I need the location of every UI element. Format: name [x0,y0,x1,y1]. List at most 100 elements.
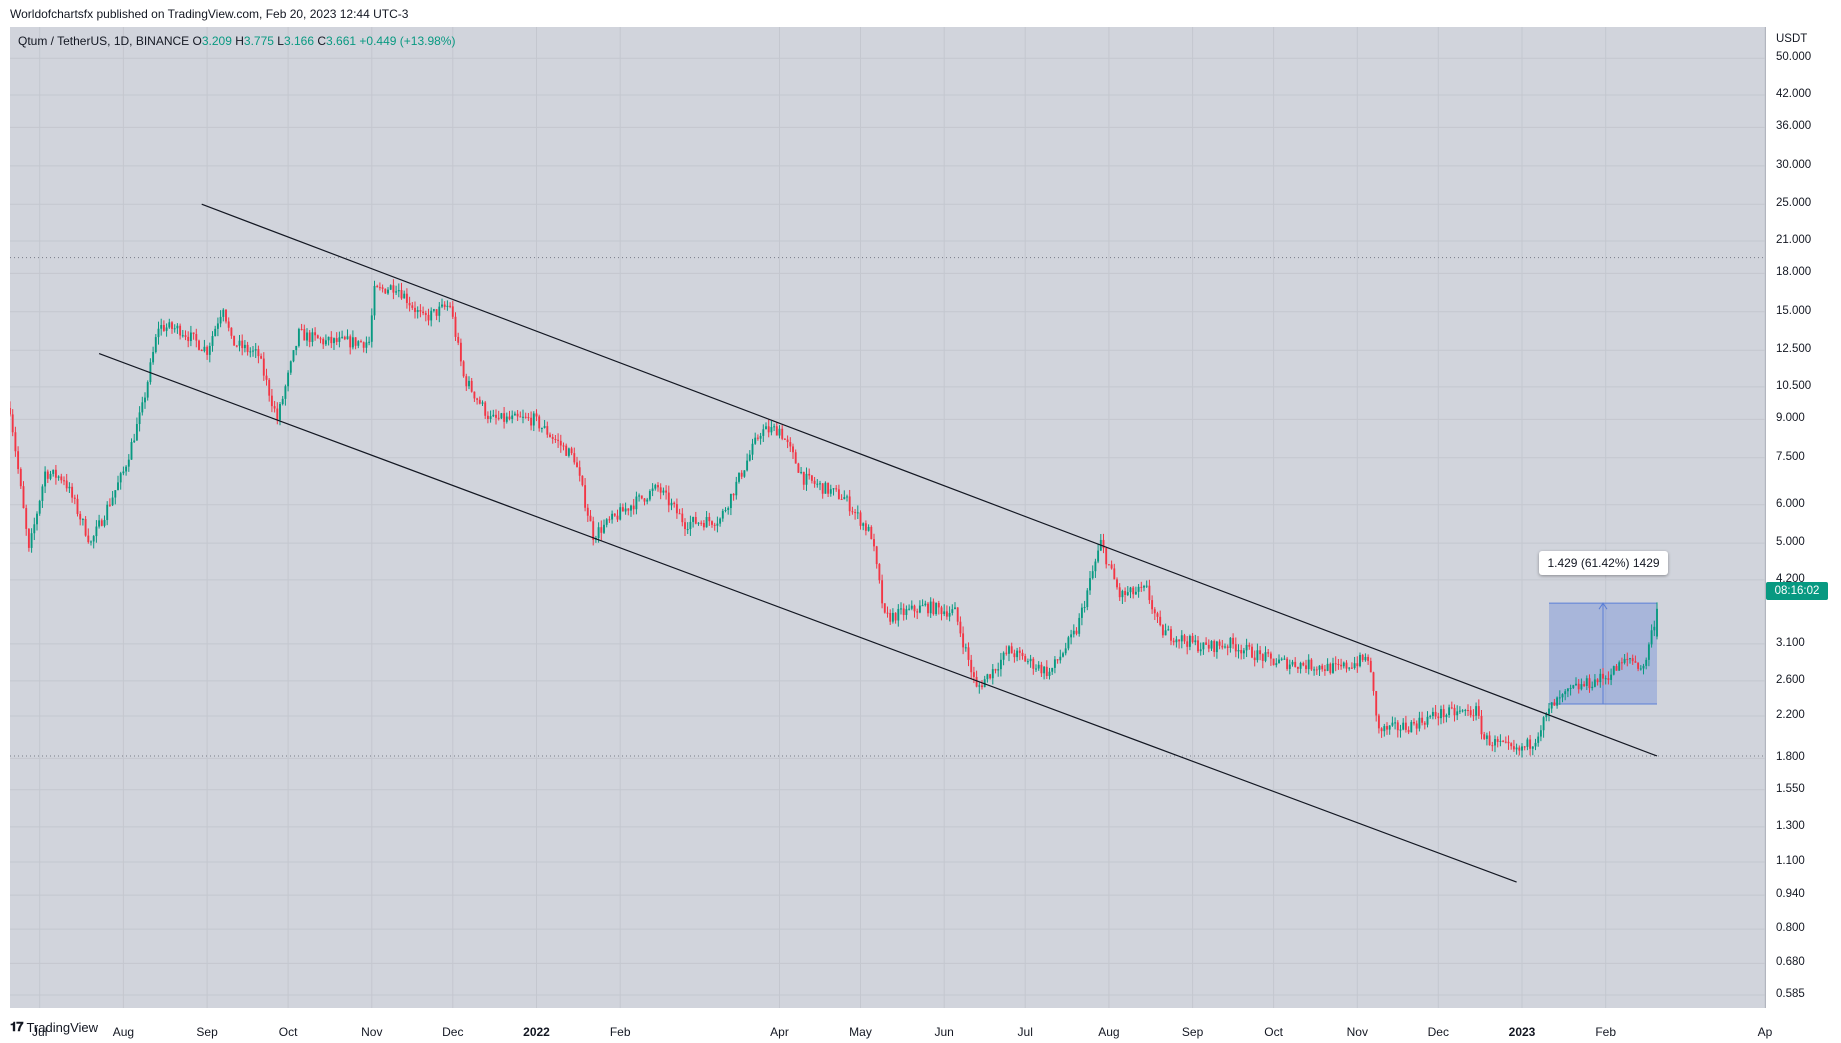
candle-body [773,426,776,428]
candle-body [962,633,965,648]
candle-body [1342,662,1345,667]
candle-body [1240,649,1243,654]
candle-body [505,416,508,422]
candle-body [432,309,435,311]
candle-body [481,402,484,404]
candle-body [430,310,433,321]
candle-body [1183,635,1186,642]
candle-body [395,291,398,293]
price-axis-label: 1.100 [1776,855,1805,868]
candle-body [1226,646,1229,649]
candle-body [1021,652,1024,657]
candle-body [1175,639,1178,643]
candle-body [967,647,970,660]
candle-body [1288,664,1291,669]
candle-body [1564,691,1567,695]
candle-body [230,327,233,336]
candle-body [351,337,354,348]
price-axis-label: 30.000 [1776,158,1812,171]
candle-body [1124,591,1127,596]
candle-body [160,325,163,329]
candle-body [1134,591,1137,595]
symbol-name[interactable]: Qtum / TetherUS, 1D, BINANCE [18,34,190,48]
candle-body [1580,684,1583,690]
price-axis-label: 18.000 [1776,266,1812,279]
candle-body [141,402,144,413]
candle-body [1248,644,1251,647]
candle-body [1064,648,1067,654]
candle-body [513,413,516,416]
candle-body [95,526,98,537]
candle-body [427,314,430,321]
candle-body [1237,649,1240,652]
candle-body [627,508,630,511]
candle-body [767,426,770,433]
candle-body [1407,729,1410,733]
candle-body [692,517,695,522]
candle-body [22,486,25,509]
candle-body [1404,722,1407,730]
time-label: Oct [1264,1025,1283,1039]
candle-body [1588,678,1591,689]
candle-body [735,481,738,496]
candle-body [978,685,981,687]
candle-body [770,427,773,433]
candle-body [1461,710,1464,712]
candle-body [357,341,360,346]
candle-body [1294,661,1297,667]
candle-body [1542,717,1545,731]
candle-body [897,608,900,621]
chart-area[interactable] [10,27,1765,1008]
candle-body [1221,645,1224,648]
candle-body [886,612,889,614]
candle-body [881,580,884,604]
lower-channel-trendline [98,353,1517,883]
candle-body [457,336,460,343]
candle-body [1256,650,1259,661]
price-axis-label: 0.585 [1776,988,1805,1000]
candle-body [738,472,740,482]
price-axis[interactable] [1765,27,1830,1008]
candle-body [964,647,967,649]
candle-body [1485,735,1488,739]
candle-body [90,541,92,543]
candle-body [589,515,592,522]
candle-body [381,287,384,289]
candle-body [316,335,319,339]
candle-body [999,659,1002,670]
candle-body [1656,608,1658,637]
candle-body [854,512,857,514]
candle-body [662,490,665,493]
candle-body [1375,691,1378,716]
candle-body [1207,644,1210,649]
candle-body [1126,592,1129,596]
candle-body [1259,650,1262,655]
tradingview-logo[interactable]: 𝟏𝟕 TradingView [10,1019,98,1035]
symbol-legend[interactable]: Qtum / TetherUS, 1D, BINANCE O3.209 H3.7… [18,34,455,48]
price-axis-label: 5.000 [1776,536,1805,549]
candle-body [111,497,114,506]
candle-body [684,522,686,530]
candle-body [970,659,973,673]
candle-body [1572,685,1575,688]
candle-body [729,493,732,509]
candle-body [211,336,214,346]
candle-body [800,471,803,473]
candle-body [1512,746,1515,750]
candle-body [411,305,414,308]
candle-body [1410,722,1413,733]
candle-body [613,513,616,516]
candle-body [17,451,20,470]
candle-body [1642,665,1645,669]
candle-body [675,504,678,514]
candle-body [171,322,173,329]
price-chart[interactable] [10,27,1765,1008]
candle-body [1310,659,1313,670]
candle-body [1561,694,1564,698]
candle-body [916,611,919,613]
tradingview-brand: TradingView [26,1019,99,1035]
candle-body [397,290,400,292]
candle-body [122,471,125,474]
candle-body [392,285,395,293]
candle-body [1002,652,1005,660]
